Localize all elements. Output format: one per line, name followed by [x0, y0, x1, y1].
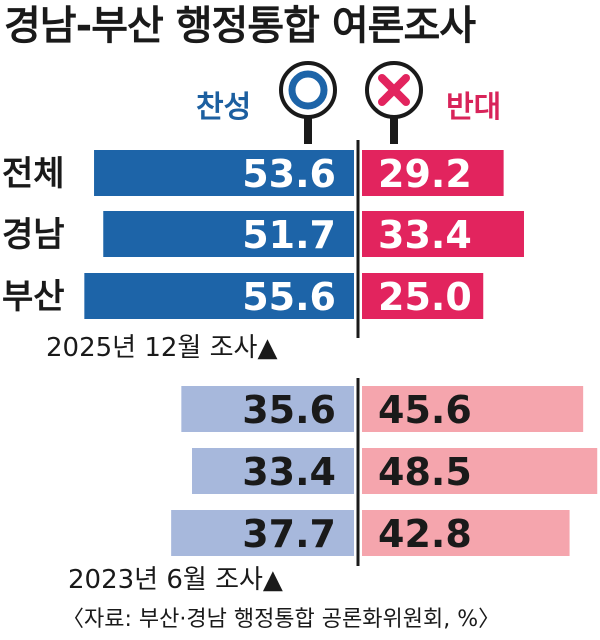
bar-against	[362, 211, 524, 257]
source-note: 〈자료: 부산·경남 행정통합 공론화위원회, %〉	[62, 607, 501, 632]
bar-for	[103, 211, 354, 257]
category-label: 전체	[2, 154, 65, 194]
value-label-for: 33.4	[242, 450, 336, 494]
survey-2025-caption: 2025년 12월 조사▲	[46, 333, 278, 363]
value-label-for: 37.7	[242, 512, 336, 556]
bar-against	[362, 150, 504, 196]
value-label-against: 48.5	[378, 450, 472, 494]
bar-for	[181, 386, 354, 432]
circle-o-icon	[279, 61, 337, 144]
legend-against-label: 반대	[446, 90, 502, 125]
bar-against	[362, 448, 598, 494]
bar-for	[94, 150, 354, 196]
value-label-for: 55.6	[242, 275, 336, 319]
value-label-against: 45.6	[378, 388, 472, 432]
value-label-against: 42.8	[378, 512, 472, 556]
value-label-against: 33.4	[378, 213, 472, 257]
value-label-for: 53.6	[242, 152, 336, 196]
category-label: 경남	[2, 215, 65, 255]
value-label-against: 25.0	[378, 275, 472, 319]
chart-title: 경남-부산 행정통합 여론조사	[4, 3, 476, 49]
bar-for	[84, 273, 354, 319]
value-label-for: 35.6	[242, 388, 336, 432]
survey-2023-caption: 2023년 6월 조사▲	[68, 565, 283, 595]
cross-x-icon	[365, 61, 423, 144]
legend-for-label: 찬성	[196, 90, 252, 125]
bar-against	[362, 386, 584, 432]
value-label-against: 29.2	[378, 152, 472, 196]
category-label: 부산	[2, 277, 65, 317]
value-label-for: 51.7	[242, 213, 336, 257]
bar-for	[192, 448, 354, 494]
bar-against	[362, 510, 570, 556]
bar-against	[362, 273, 484, 319]
bar-for	[171, 510, 354, 556]
